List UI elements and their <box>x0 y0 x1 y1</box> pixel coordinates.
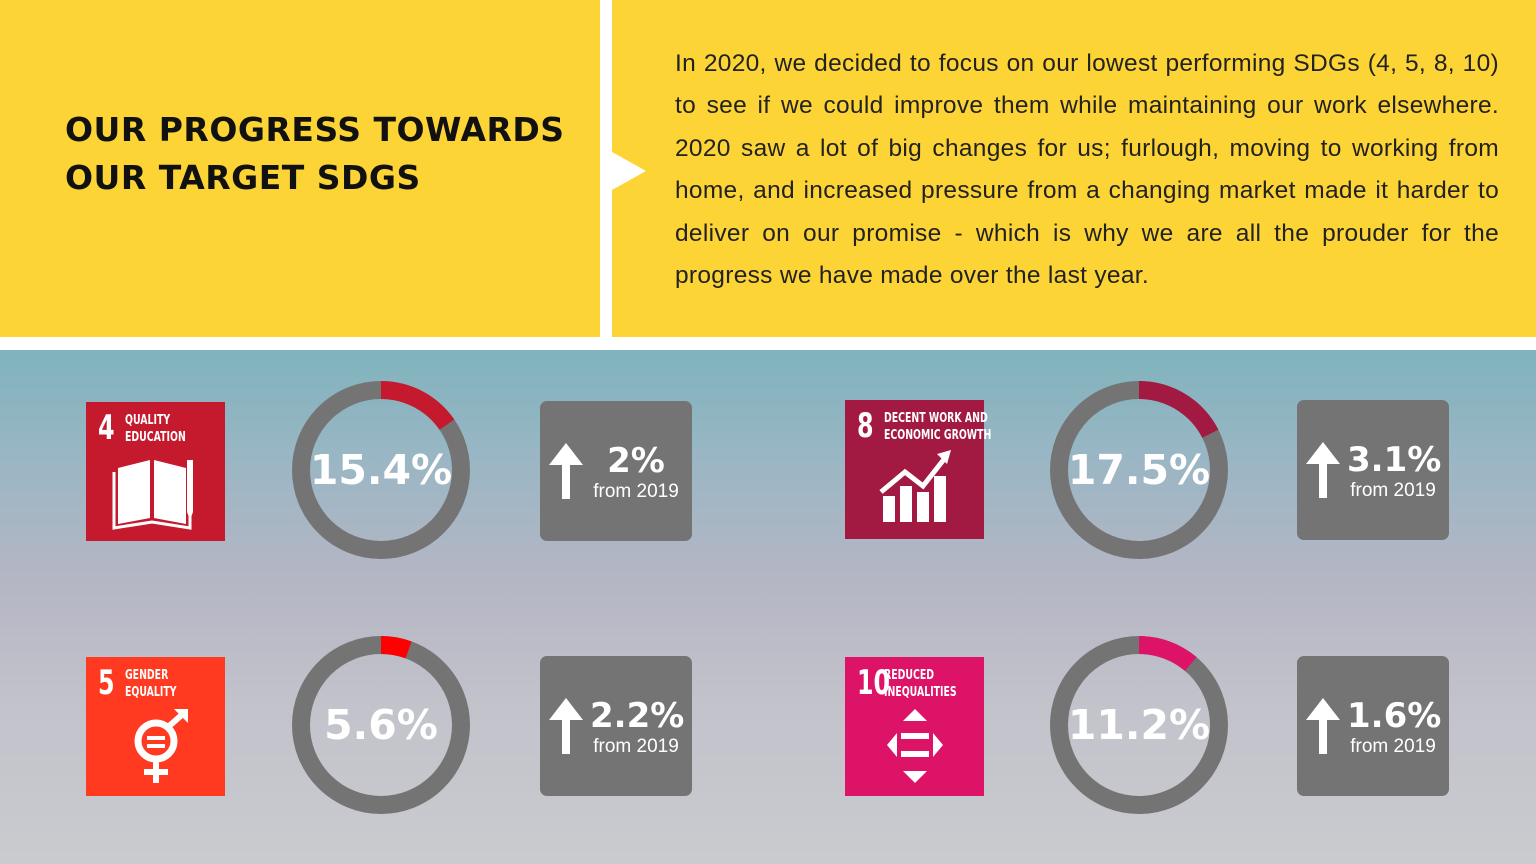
title-line: OUR PROGRESS TOWARDS <box>65 110 565 149</box>
donut-arc <box>292 636 470 814</box>
intro-text: In 2020, we decided to focus on our lowe… <box>675 50 1499 290</box>
sdg-label-line: ECONOMIC GROWTH <box>884 428 992 443</box>
sdg-label-line: REDUCED <box>884 668 935 683</box>
reduced-inequalities-icon <box>887 709 943 783</box>
pointer-arrow-icon <box>612 152 646 190</box>
arrow-up-icon <box>1306 442 1340 498</box>
donut-value: 11.2% <box>1067 701 1211 749</box>
donut-arc <box>1050 381 1228 559</box>
sdg-number: 8 <box>857 406 874 446</box>
arrow-up-icon <box>549 443 583 499</box>
donut-arc <box>1050 636 1228 814</box>
sdg-label-line: EDUCATION <box>125 430 186 445</box>
sdg-number: 5 <box>98 663 115 703</box>
sdg-label: QUALITY EDUCATION <box>125 412 186 446</box>
change-subtitle: from 2019 <box>1350 736 1436 757</box>
change-subtitle: from 2019 <box>1350 480 1436 501</box>
title-line: OUR TARGET SDGS <box>65 158 421 197</box>
change-card: 1.6% from 2019 <box>1297 656 1449 796</box>
sdg-8-tile: 8 DECENT WORK AND ECONOMIC GROWTH <box>845 400 991 539</box>
sdg-label-line: QUALITY <box>125 413 171 428</box>
progress-donut: 17.5% <box>1049 380 1229 560</box>
sdg-number: 10 <box>857 663 891 703</box>
growth-chart-icon <box>879 450 951 522</box>
change-value: 1.6% <box>1347 696 1442 736</box>
sdg-label: DECENT WORK AND ECONOMIC GROWTH <box>884 410 991 444</box>
change-subtitle: from 2019 <box>593 736 679 757</box>
donut-value: 5.6% <box>324 701 438 749</box>
sdg-4-tile: 4 QUALITY EDUCATION <box>86 402 225 541</box>
donut-value: 17.5% <box>1067 446 1211 494</box>
change-value: 2% <box>607 441 665 481</box>
title-panel: OUR PROGRESS TOWARDS OUR TARGET SDGS <box>0 0 600 337</box>
arrow-up-icon <box>1306 698 1340 754</box>
progress-donut: 15.4% <box>291 380 471 560</box>
change-card: 2% from 2019 <box>540 401 692 541</box>
change-card: 3.1% from 2019 <box>1297 400 1449 540</box>
sdg-progress-section <box>0 350 1536 864</box>
intro-panel: In 2020, we decided to focus on our lowe… <box>612 0 1536 337</box>
sdg-label-line: INEQUALITIES <box>884 685 957 700</box>
page-title: OUR PROGRESS TOWARDS OUR TARGET SDGS <box>65 106 565 202</box>
progress-donut: 11.2% <box>1049 635 1229 815</box>
sdg-label-line: EQUALITY <box>125 685 177 700</box>
donut-arc <box>292 381 470 559</box>
book-pencil-icon <box>112 460 193 530</box>
change-value: 2.2% <box>590 696 685 736</box>
change-card: 2.2% from 2019 <box>540 656 692 796</box>
donut-value: 15.4% <box>309 446 453 494</box>
change-subtitle: from 2019 <box>593 481 679 502</box>
gender-equality-icon <box>134 709 188 783</box>
sdg-label-line: DECENT WORK AND <box>884 411 988 426</box>
progress-donut: 5.6% <box>291 635 471 815</box>
sdg-label: GENDER EQUALITY <box>125 667 177 701</box>
sdg-label: REDUCED INEQUALITIES <box>884 667 957 701</box>
change-value: 3.1% <box>1347 440 1442 480</box>
arrow-up-icon <box>549 698 583 754</box>
sdg-10-tile: 10 REDUCED INEQUALITIES <box>845 657 984 796</box>
sdg-label-line: GENDER <box>125 668 169 683</box>
sdg-number: 4 <box>98 408 115 448</box>
sdg-5-tile: 5 GENDER EQUALITY <box>86 657 225 796</box>
